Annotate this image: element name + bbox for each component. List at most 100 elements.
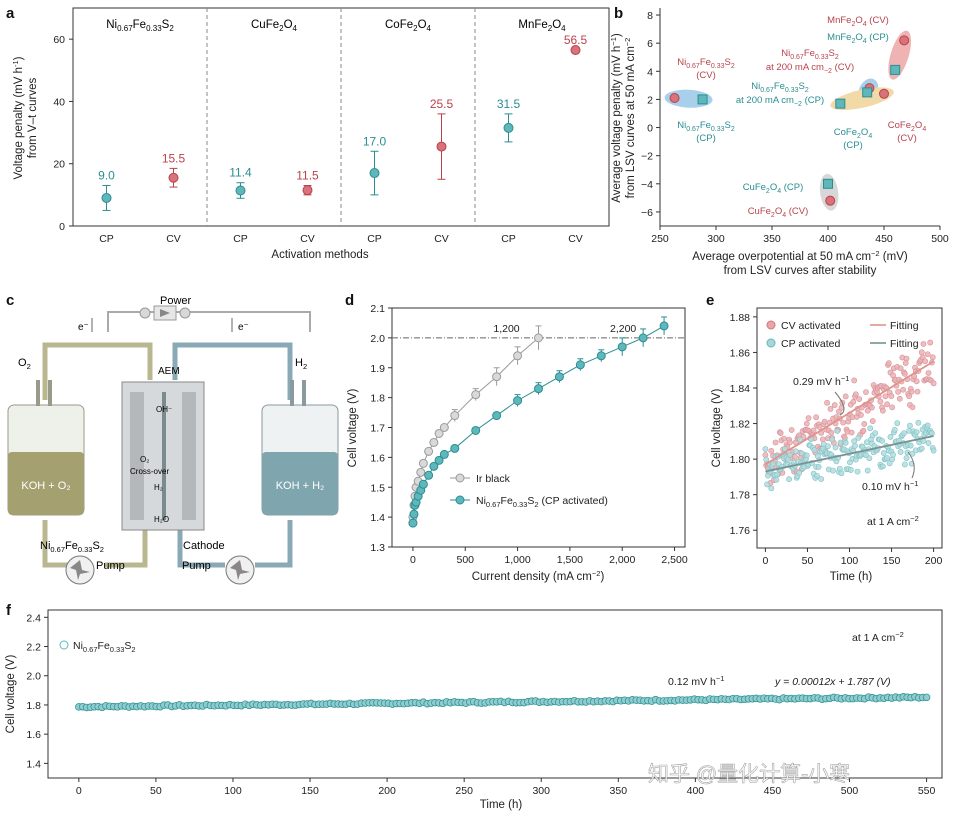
data-point: [436, 141, 447, 152]
data-point: [868, 404, 875, 411]
ytick-label: 1.7: [370, 423, 385, 435]
point-label-part: (CV): [786, 206, 808, 217]
panel-e-condition-sup: −2: [910, 514, 919, 523]
data-point: [901, 430, 907, 437]
panel-e-ylabel: Cell voltage (V): [711, 389, 723, 468]
panel-b-ylabel-line1: Average voltage penalty (mV h−1): [609, 33, 623, 203]
panel-e-points: [762, 339, 937, 492]
group-label-part: CoFe: [385, 19, 413, 31]
data-point: [896, 395, 903, 402]
xtick-label: 250: [651, 233, 669, 245]
point-label: (CV): [897, 133, 917, 144]
data-point: [570, 45, 581, 56]
data-point: [863, 389, 869, 396]
data-point: [889, 456, 896, 463]
point-label-part: 2: [857, 133, 861, 140]
data-point: [101, 192, 112, 203]
panel-a-yticks: 0 20 40 60: [53, 34, 73, 233]
panel-e-ticks: 0 50 100 150 200 1.76 1.78 1.80 1.82 1.84 1.86 1.88: [730, 312, 943, 567]
panel-d-legend: Ir black Ni0.67Fe0.33S2 (CP activated): [450, 473, 608, 509]
data-point: [408, 518, 418, 528]
group-label-part: 2: [169, 24, 174, 33]
point-label-part: (CV): [696, 70, 716, 81]
xcategory-label: CP: [501, 233, 516, 245]
panel-e-rate-cv-sup: −1: [841, 374, 850, 383]
data-point: [907, 422, 913, 429]
data-point: [897, 448, 904, 455]
group-label-part: 0.33: [146, 24, 162, 33]
point-label-part: 2: [911, 126, 915, 133]
data-point: [825, 443, 831, 450]
point-label-part: 4: [922, 126, 926, 133]
xtick-label: 300: [532, 785, 550, 797]
data-point: [777, 430, 784, 437]
pump-left-label: Pump: [96, 560, 125, 572]
data-point: [492, 411, 502, 421]
xtick-label: 500: [456, 554, 474, 566]
data-point: [855, 434, 862, 441]
data-point: [885, 360, 892, 367]
point-label-part: Fe: [804, 48, 815, 59]
ytick-label: 1.78: [730, 490, 751, 502]
panel-a-ylabel-text: Voltage penalty (mV h: [13, 67, 25, 180]
ytick-label: 60: [53, 34, 65, 46]
data-point: [922, 358, 929, 365]
data-point: [850, 398, 857, 405]
ytick-label: 1.6: [370, 452, 385, 464]
data-point: [864, 467, 871, 474]
xtick-label: 300: [707, 233, 725, 245]
data-point: [929, 354, 936, 361]
data-point: [369, 168, 380, 179]
panel-e-label: e: [706, 292, 714, 309]
data-point: [887, 434, 894, 440]
panel-a-ylabel-line1: Voltage penalty (mV h-1): [11, 56, 25, 179]
legend-ni-label: Ni0.67Fe0.33S2 (CP activated): [476, 495, 608, 509]
panel-a-x-categories: CP CV CP CV CP CV CP CV: [99, 233, 583, 245]
group-label-part: S: [162, 19, 170, 31]
data-point: [803, 420, 810, 427]
point-label-part: Ni: [677, 120, 686, 131]
data-point: [768, 485, 775, 492]
xtick-label: 350: [763, 233, 781, 245]
ytick-label: 1.76: [730, 525, 751, 537]
panel-f-legend-label: Ni0.67Fe0.33S2: [73, 640, 136, 654]
data-point: [901, 370, 908, 377]
legend-ir-marker: [455, 473, 465, 483]
data-point: [864, 407, 871, 414]
panel-f-equation: y = 0.00012x + 1.787 (V): [774, 676, 891, 688]
point-label: (CP): [843, 140, 863, 151]
ytick-label: 2: [647, 94, 653, 106]
point-label-part: 0.33: [815, 54, 829, 61]
data-label: 11.5: [296, 169, 319, 183]
group-label-part: Fe: [133, 19, 146, 31]
data-point: [847, 467, 854, 473]
cp-point: [835, 98, 846, 109]
data-point: [922, 693, 931, 702]
xtick-label: 250: [455, 785, 473, 797]
data-point: [914, 388, 921, 395]
xtick-label: 400: [687, 785, 705, 797]
xcategory-label: CP: [367, 233, 382, 245]
ytick-label: −2: [641, 151, 653, 163]
cv-point: [879, 88, 889, 99]
data-point: [858, 412, 864, 418]
panel-d-xlabel-text: Current density (mA cm: [472, 571, 592, 583]
data-point: [762, 446, 769, 452]
data-point: [924, 351, 931, 358]
data-point: [840, 419, 847, 426]
data-point: [907, 442, 914, 449]
data-point: [773, 476, 780, 483]
data-point: [818, 476, 825, 482]
ytick-label: 1.88: [730, 312, 751, 324]
point-label: Ni0.67Fe0.33S2: [751, 81, 809, 94]
panel-f-legend-marker: [59, 640, 69, 650]
point-label-part: O: [861, 127, 868, 138]
data-point: [418, 479, 428, 489]
data-point: [879, 407, 886, 414]
panel-f-label: f: [6, 602, 12, 619]
data-point: [908, 388, 915, 395]
point-label-part: MnFe: [827, 15, 851, 26]
data-point: [450, 411, 460, 421]
